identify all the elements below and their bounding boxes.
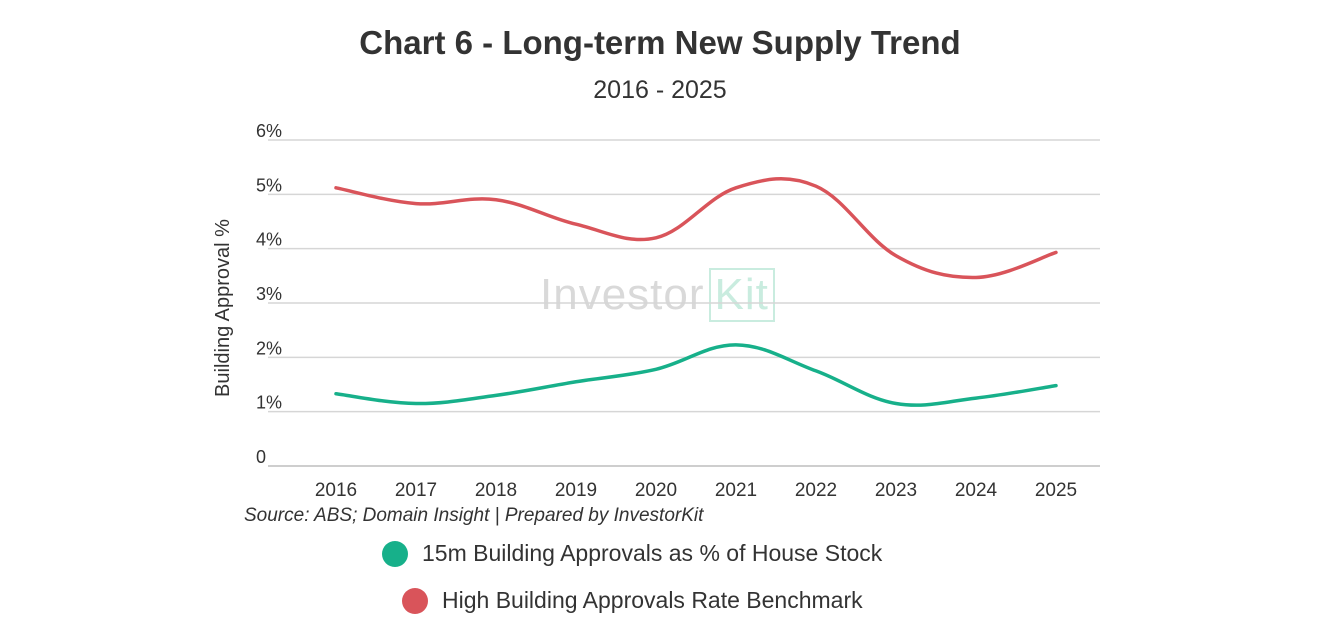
chart-subtitle: 2016 - 2025	[593, 76, 727, 104]
x-tick-label: 2020	[635, 480, 677, 501]
legend-label: High Building Approvals Rate Benchmark	[442, 587, 863, 613]
y-tick-label: 2%	[256, 338, 282, 358]
watermark-logo: Investor Kit	[540, 268, 775, 322]
x-tick-label: 2016	[315, 480, 357, 501]
series-line-supply	[334, 343, 1058, 407]
x-tick-label: 2022	[795, 480, 837, 501]
x-tick-label: 2025	[1035, 480, 1077, 501]
series-line-benchmark	[334, 177, 1058, 280]
legend-label: 15m Building Approvals as % of House Sto…	[422, 540, 883, 566]
y-tick-label: 6%	[256, 121, 282, 141]
y-tick-label: 1%	[256, 393, 282, 413]
x-tick-label: 2017	[395, 480, 437, 501]
watermark-box-text: Kit	[708, 268, 775, 322]
y-tick-label: 4%	[256, 230, 282, 250]
chart-title: Chart 6 - Long-term New Supply Trend	[359, 24, 961, 61]
chart-source: Source: ABS; Domain Insight | Prepared b…	[244, 505, 704, 526]
y-tick-label: 5%	[256, 175, 282, 195]
x-tick-label: 2024	[955, 480, 998, 501]
x-tick-label: 2021	[715, 480, 757, 501]
x-tick-label: 2018	[475, 480, 517, 501]
legend-swatch	[402, 587, 428, 614]
legend-swatch	[382, 540, 408, 567]
legend-item-supply: 15m Building Approvals as % of House Sto…	[382, 540, 882, 567]
y-tick-label: 3%	[256, 284, 282, 304]
y-axis-title: Building Approval %	[212, 219, 234, 397]
x-tick-label: 2019	[555, 480, 597, 501]
y-tick-label: 0	[256, 447, 266, 467]
watermark-text: Investor	[540, 270, 705, 319]
x-tick-label: 2023	[875, 480, 917, 501]
legend-item-benchmark: High Building Approvals Rate Benchmark	[402, 587, 863, 614]
